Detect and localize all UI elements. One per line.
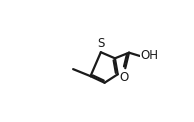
Text: O: O [119,71,128,84]
Text: S: S [97,37,105,50]
Text: OH: OH [141,50,159,62]
